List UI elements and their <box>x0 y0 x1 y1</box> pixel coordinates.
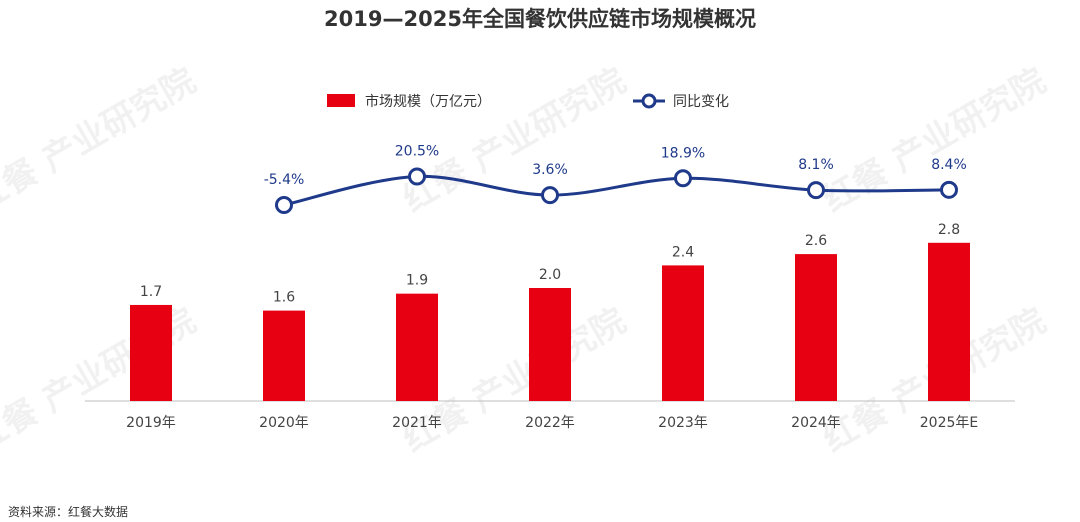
watermark-text: 红餐 产业研究院 <box>0 61 203 221</box>
bar <box>662 265 704 401</box>
yoy-label: 18.9% <box>661 145 705 161</box>
yoy-line <box>283 175 950 207</box>
legend-line-label: 同比变化 <box>673 94 729 110</box>
yoy-point <box>408 167 426 186</box>
yoy-points <box>275 167 958 214</box>
legend-line-marker <box>641 93 657 109</box>
x-tick-label: 2022年 <box>525 415 575 431</box>
yoy-point <box>807 181 825 200</box>
bar <box>795 254 837 401</box>
chart-title: 2019—2025年全国餐饮供应链市场规模概况 <box>324 7 756 31</box>
bar-label: 1.9 <box>406 273 428 289</box>
yoy-point <box>275 196 293 214</box>
yoy-point <box>940 180 958 199</box>
bar-label: 2.8 <box>938 222 960 238</box>
watermark-text: 红餐 产业研究院 <box>0 301 203 461</box>
yoy-label: 8.1% <box>798 157 834 173</box>
bar-label: 1.6 <box>273 290 295 306</box>
bar-label: 2.6 <box>805 233 827 249</box>
yoy-point <box>674 169 692 188</box>
watermark-text: 红餐 产业研究院 <box>396 61 632 221</box>
bar-label: 2.4 <box>672 244 694 260</box>
x-tick-label: 2025年E <box>920 415 978 431</box>
legend-bar-swatch <box>327 94 355 107</box>
bar <box>529 288 571 401</box>
bar-label: 2.0 <box>539 267 561 283</box>
x-tick-label: 2020年 <box>259 415 309 431</box>
yoy-label: 8.4% <box>931 157 967 173</box>
watermark-text: 红餐 产业研究院 <box>816 61 1052 221</box>
x-axis-ticks: 2019年 2020年 2021年 2022年 2023年 2024年 2025年E <box>126 415 978 431</box>
yoy-label: -5.4% <box>264 172 305 188</box>
yoy-label: 20.5% <box>395 144 439 160</box>
x-tick-label: 2023年 <box>658 415 708 431</box>
bar <box>396 293 438 401</box>
bar-data-labels: 1.7 1.6 1.9 2.0 2.4 2.6 2.8 <box>140 222 960 306</box>
yoy-point <box>541 186 559 205</box>
bar <box>928 242 970 401</box>
bar-label: 1.7 <box>140 284 162 300</box>
x-tick-label: 2019年 <box>126 415 176 431</box>
bar <box>263 310 305 401</box>
bar-series <box>130 242 970 401</box>
legend-bar-label: 市场规模（万亿元） <box>365 93 491 110</box>
bar <box>130 304 172 401</box>
x-tick-label: 2021年 <box>392 415 442 431</box>
legend: 市场规模（万亿元） 同比变化 <box>327 93 729 110</box>
source-note: 资料来源：红餐大数据 <box>8 504 128 519</box>
x-tick-label: 2024年 <box>791 415 841 431</box>
yoy-data-labels: -5.4% 20.5% 3.6% 18.9% 8.1% 8.4% <box>264 144 967 188</box>
yoy-label: 3.6% <box>532 162 568 178</box>
